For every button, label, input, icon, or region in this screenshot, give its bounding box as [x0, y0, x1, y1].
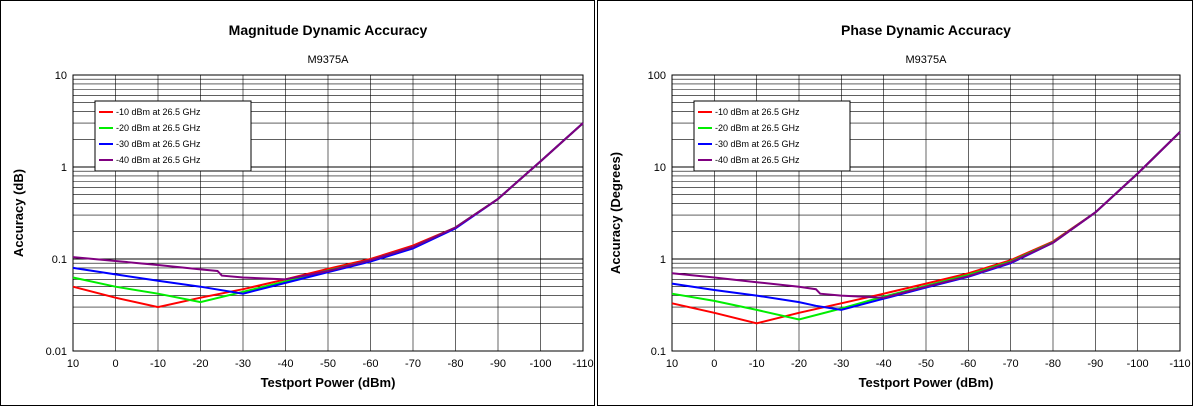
- magnitude-chart-panel: Magnitude Dynamic Accuracy M9375A 10 0 -10 -2…: [0, 0, 595, 406]
- legend-entry: -40 dBm at 26.5 GHz: [715, 155, 800, 165]
- chart-subtitle: M9375A: [308, 54, 350, 66]
- x-tick-label: -70: [1003, 358, 1019, 370]
- chart-title: Phase Dynamic Accuracy: [841, 22, 1011, 38]
- x-tick-label: -40: [876, 358, 892, 370]
- y-tick-label: 10: [55, 70, 67, 82]
- y-tick-label: 10: [654, 162, 666, 174]
- x-tick-label: -80: [448, 358, 464, 370]
- y-axis-label: Accuracy (dB): [11, 169, 26, 257]
- plot-frame: [72, 74, 584, 352]
- x-tick-label: -100: [1127, 358, 1149, 370]
- legend: -10 dBm at 26.5 GHz -20 dBm at 26.5 GHz -3…: [94, 100, 252, 172]
- y-tick-label: 1: [660, 254, 666, 266]
- legend-entry: -20 dBm at 26.5 GHz: [116, 123, 201, 133]
- legend-entry: -30 dBm at 26.5 GHz: [715, 139, 800, 149]
- chart-title: Magnitude Dynamic Accuracy: [229, 22, 428, 38]
- grid: [72, 75, 584, 352]
- x-axis-label: Testport Power (dBm): [261, 375, 396, 390]
- y-tick-label: 1: [61, 162, 67, 174]
- y-tick-label: 0.01: [46, 346, 67, 358]
- x-tick-label: -30: [833, 358, 849, 370]
- x-tick-label: -50: [320, 358, 336, 370]
- x-tick-label: 0: [711, 358, 717, 370]
- phase-chart-panel: Phase Dynamic Accuracy M9375A 10 0 -10 -20 -30…: [597, 0, 1193, 406]
- legend-box: [693, 100, 851, 172]
- x-tick-label: -50: [918, 358, 934, 370]
- x-tick-label: -110: [572, 358, 593, 370]
- grid: [671, 75, 1181, 352]
- y-tick-label: 0.1: [52, 254, 67, 266]
- legend: -10 dBm at 26.5 GHz -20 dBm at 26.5 GHz -3…: [693, 100, 851, 172]
- x-tick-label: -20: [791, 358, 807, 370]
- legend-entry: -20 dBm at 26.5 GHz: [715, 123, 800, 133]
- legend-entry: -10 dBm at 26.5 GHz: [715, 107, 800, 117]
- x-tick-label: -90: [490, 358, 506, 370]
- legend-entry: -40 dBm at 26.5 GHz: [116, 155, 201, 165]
- x-tick-label: 0: [112, 358, 118, 370]
- y-tick-label: 0.1: [651, 346, 666, 358]
- legend-entry: -30 dBm at 26.5 GHz: [116, 139, 201, 149]
- x-tick-label: -90: [1087, 358, 1103, 370]
- series-line-4: [671, 131, 1181, 299]
- x-tick-label: -60: [960, 358, 976, 370]
- legend-box: [94, 100, 252, 172]
- x-tick-label: -40: [278, 358, 294, 370]
- x-tick-label: 10: [666, 358, 678, 370]
- x-tick-label: -10: [150, 358, 166, 370]
- legend-entry: -10 dBm at 26.5 GHz: [116, 107, 201, 117]
- x-tick-label: -60: [363, 358, 379, 370]
- x-axis-label: Testport Power (dBm): [859, 375, 994, 390]
- y-tick-label: 100: [648, 70, 666, 82]
- series-line-4: [72, 122, 584, 281]
- magnitude-chart: Magnitude Dynamic Accuracy M9375A 10 0 -10 -2…: [11, 22, 594, 390]
- x-tick-label: -100: [529, 358, 551, 370]
- x-tick-label: -70: [405, 358, 421, 370]
- x-tick-label: -20: [193, 358, 209, 370]
- x-tick-label: -80: [1045, 358, 1061, 370]
- y-axis-label: Accuracy (Degrees): [608, 152, 623, 274]
- plot-frame: [671, 74, 1181, 352]
- x-tick-label: 10: [67, 358, 79, 370]
- x-tick-label: -30: [235, 358, 251, 370]
- x-tick-label: -110: [1169, 358, 1190, 370]
- x-tick-label: -10: [749, 358, 765, 370]
- chart-subtitle: M9375A: [906, 54, 948, 66]
